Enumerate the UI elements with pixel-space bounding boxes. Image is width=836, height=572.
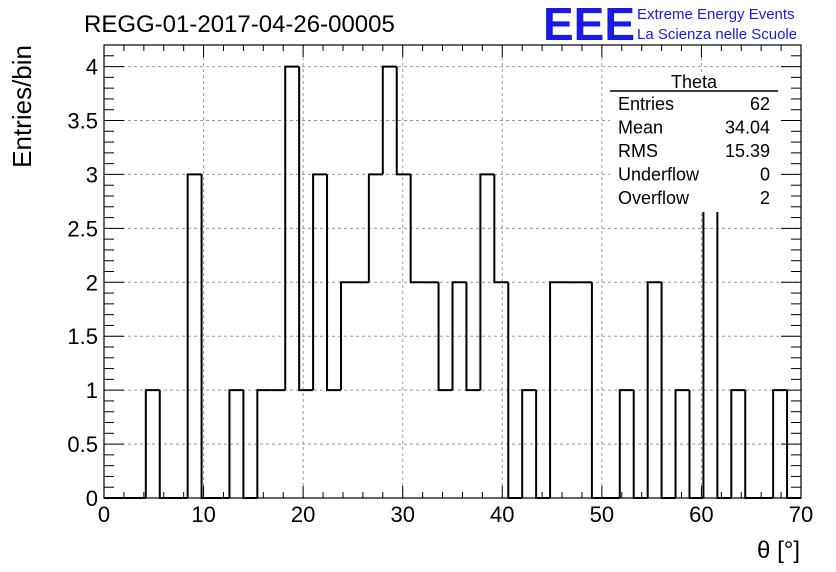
logo-line-2: La Scienza nelle Scuole: [637, 26, 797, 43]
y-tick-label: 3: [86, 162, 98, 187]
histogram-bin: [730, 389, 746, 498]
x-tick-label: 20: [291, 502, 315, 527]
stats-label: Mean: [618, 118, 663, 138]
y-tick-label: 0: [86, 486, 98, 511]
y-tick-label: 2: [86, 270, 98, 295]
stats-label: RMS: [618, 141, 658, 161]
stats-value: 34.04: [725, 118, 770, 138]
histogram-bin: [549, 281, 565, 498]
histogram-bin: [674, 389, 690, 498]
y-tick-labels: 0 0.5 1 1.5 2 2.5 3 3.5 4: [67, 55, 98, 511]
histogram-bin: [395, 66, 411, 176]
y-tick-label: 4: [86, 55, 98, 80]
stats-title: Theta: [671, 72, 718, 92]
histogram-bin: [521, 389, 537, 498]
histogram-bin: [228, 389, 244, 498]
x-tick-label: 50: [590, 502, 614, 527]
histogram-bin: [451, 281, 467, 391]
x-tick-labels: 0 10 20 30 40 50 60 70: [98, 502, 813, 527]
stats-value: 0: [760, 165, 770, 185]
histogram-bin: [465, 282, 481, 392]
x-tick-label: 60: [689, 502, 713, 527]
eee-logo-mark: EEE: [543, 0, 635, 50]
histogram-bin: [144, 389, 160, 498]
stats-box: Theta Entries 62 Mean 34.04 RMS 15.39 Underflo…: [610, 72, 781, 212]
histogram-bin: [618, 389, 634, 498]
stats-value: 2: [760, 188, 770, 208]
histogram-bin: [298, 66, 314, 392]
y-axis-label: Entries/bin: [7, 45, 37, 168]
histogram-bin: [409, 174, 425, 284]
histogram-bin: [326, 174, 341, 392]
x-axis-label: θ [°]: [757, 537, 800, 564]
y-tick-label: 0.5: [67, 432, 98, 457]
histogram-bin: [437, 282, 453, 392]
stats-label: Entries: [618, 94, 674, 114]
x-tick-label: 10: [191, 502, 215, 527]
stats-value: 15.39: [725, 141, 770, 161]
y-tick-label: 1: [86, 378, 98, 403]
histogram-bin: [256, 389, 272, 498]
stats-label: Overflow: [618, 188, 690, 208]
histogram-bin: [339, 281, 355, 391]
y-tick-label: 2.5: [67, 216, 98, 241]
histogram-bin: [284, 65, 300, 391]
x-tick-label: 30: [390, 502, 414, 527]
stats-value: 62: [750, 94, 770, 114]
histogram-bin: [479, 173, 495, 391]
chart-title: REGG-01-2017-04-26-00005: [84, 11, 395, 38]
y-tick-label: 3.5: [67, 109, 98, 134]
x-tick-label: 0: [98, 502, 110, 527]
x-tick-label: 70: [789, 502, 813, 527]
stats-label: Underflow: [618, 165, 700, 185]
eee-logo: EEE Extreme Energy Events La Scienza nel…: [543, 0, 797, 50]
histogram-bin: [381, 65, 397, 175]
histogram-bin: [367, 173, 383, 283]
x-tick-label: 40: [490, 502, 514, 527]
axis-ticks: [103, 45, 802, 499]
y-tick-label: 1.5: [67, 324, 98, 349]
logo-line-1: Extreme Energy Events: [637, 6, 795, 23]
histogram-bin: [646, 281, 662, 498]
histogram-bin: [186, 173, 202, 498]
histogram-bin: [312, 173, 328, 391]
histogram-bin: [493, 174, 509, 284]
